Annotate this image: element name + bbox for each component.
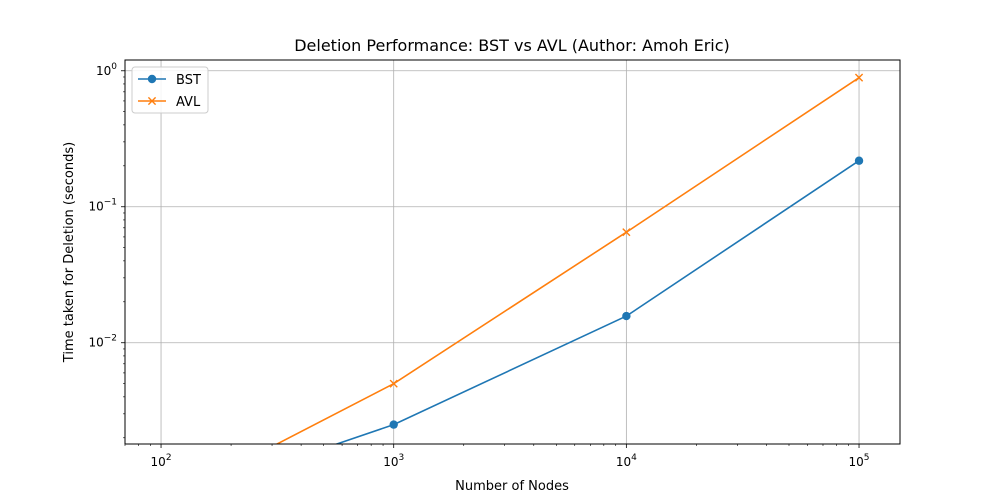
minor-ticks bbox=[123, 76, 849, 446]
avl-point bbox=[854, 73, 864, 82]
bst-point bbox=[854, 156, 864, 165]
legend-label: BST bbox=[176, 73, 201, 88]
y-tick-label: 10−2 bbox=[88, 334, 117, 350]
avl-point bbox=[389, 379, 398, 388]
legend: BST AVL bbox=[131, 66, 209, 114]
grid bbox=[125, 60, 900, 444]
bst-point bbox=[389, 420, 398, 429]
legend-marker-circle bbox=[147, 74, 157, 84]
y-tick-label: 10−1 bbox=[88, 198, 117, 214]
legend-label: AVL bbox=[176, 95, 201, 110]
avl-point bbox=[622, 228, 631, 237]
legend-item-avl: AVL bbox=[138, 95, 201, 110]
plot-frame bbox=[124, 59, 901, 445]
x-axis-label: Number of Nodes bbox=[455, 479, 569, 494]
x-tick-label: 104 bbox=[616, 453, 637, 469]
avl-marker-stroke bbox=[622, 228, 631, 237]
avl-line bbox=[275, 76, 860, 444]
y-tick-label: 100 bbox=[96, 62, 117, 78]
series-layer bbox=[275, 73, 864, 444]
avl-marker-stroke bbox=[389, 379, 398, 388]
chart-title: Deletion Performance: BST vs AVL (Author… bbox=[294, 36, 730, 55]
x-tick-label: 102 bbox=[151, 453, 172, 469]
bst-point bbox=[622, 311, 631, 321]
legend-marker-stroke bbox=[147, 96, 157, 106]
x-tick-label: 103 bbox=[383, 453, 404, 469]
x-tick-label: 105 bbox=[849, 453, 870, 469]
y-axis-label: Time taken for Deletion (seconds) bbox=[62, 142, 77, 363]
axis-ticks: 102 103 104 105 10−2 10−1 100 bbox=[88, 62, 869, 469]
legend-item-bst: BST bbox=[138, 73, 201, 88]
avl-marker-stroke bbox=[854, 73, 864, 82]
bst-line bbox=[334, 160, 860, 444]
